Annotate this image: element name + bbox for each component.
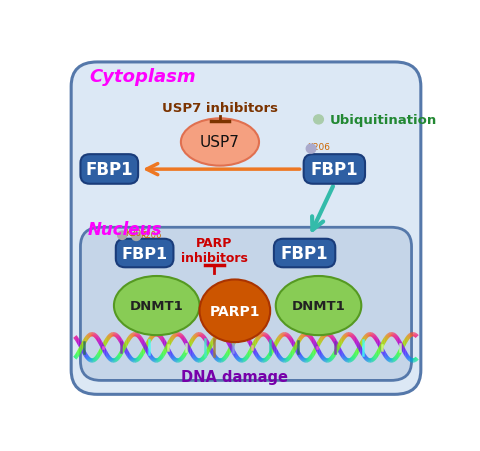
Text: DNMT1: DNMT1 <box>292 299 346 313</box>
Circle shape <box>306 145 316 154</box>
Circle shape <box>118 231 127 240</box>
FancyBboxPatch shape <box>71 63 421 395</box>
Ellipse shape <box>114 276 200 336</box>
Text: Nucleus: Nucleus <box>88 221 162 239</box>
Text: FBP1: FBP1 <box>121 246 168 261</box>
Text: PARP1: PARP1 <box>210 304 260 318</box>
Text: USP7 inhibitors: USP7 inhibitors <box>162 101 278 115</box>
Text: Cytoplasm: Cytoplasm <box>90 68 196 86</box>
Circle shape <box>314 115 324 124</box>
Text: DNMT1: DNMT1 <box>130 299 183 313</box>
Text: Ubiquitination: Ubiquitination <box>330 114 437 127</box>
FancyBboxPatch shape <box>116 239 173 268</box>
Ellipse shape <box>200 280 270 342</box>
Text: FBP1: FBP1 <box>311 161 358 179</box>
FancyBboxPatch shape <box>274 239 335 268</box>
Ellipse shape <box>181 119 259 166</box>
FancyBboxPatch shape <box>304 155 365 184</box>
Circle shape <box>132 233 141 241</box>
Text: K206: K206 <box>140 230 161 239</box>
Ellipse shape <box>276 276 361 336</box>
Text: DNA damage: DNA damage <box>181 369 288 384</box>
Text: K206: K206 <box>307 143 330 152</box>
Text: FBP1: FBP1 <box>85 161 133 179</box>
FancyBboxPatch shape <box>81 155 138 184</box>
Text: USP7: USP7 <box>200 135 240 150</box>
Text: PARP
inhibitors: PARP inhibitors <box>181 236 248 264</box>
FancyBboxPatch shape <box>81 228 411 381</box>
Text: K206: K206 <box>125 229 146 238</box>
Text: FBP1: FBP1 <box>281 244 328 262</box>
